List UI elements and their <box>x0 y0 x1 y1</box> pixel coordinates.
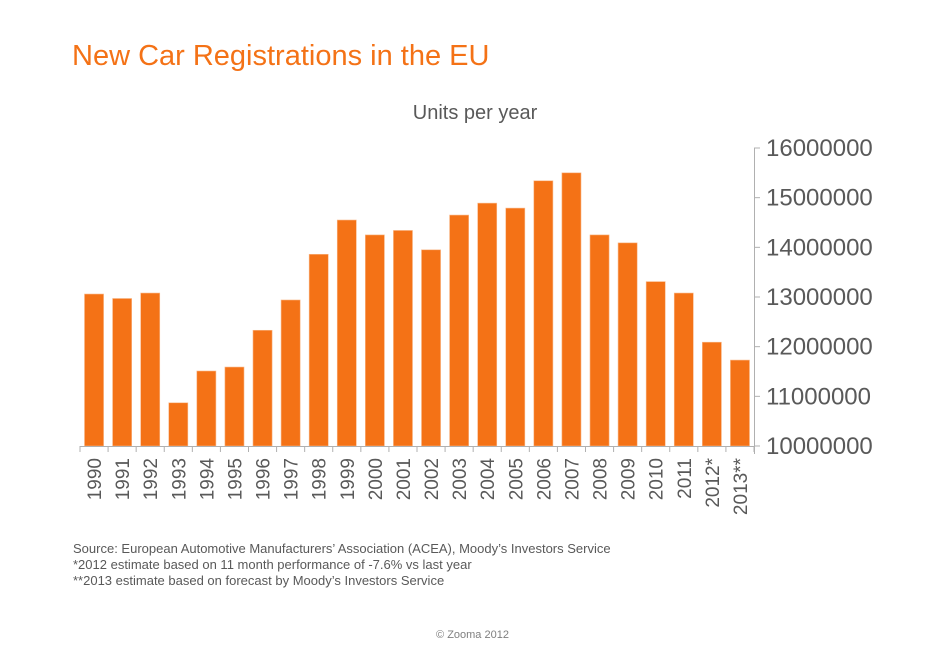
copyright: © Zooma 2012 <box>436 629 509 641</box>
x-tick-label: 2004 <box>478 458 499 501</box>
x-tick-label: 2007 <box>562 458 583 500</box>
x-tick-label: 1996 <box>254 458 275 500</box>
x-tick-label: 2006 <box>534 458 555 500</box>
x-tick-label: 1993 <box>169 458 190 500</box>
y-tick-label: 13000000 <box>766 284 873 311</box>
bar-1999 <box>336 219 357 447</box>
x-tick-label: 1997 <box>282 458 303 500</box>
y-axis: 10000000 11000000 12000000 13000000 14000000… <box>754 135 873 460</box>
bar-2005 <box>505 207 526 447</box>
chart-subtitle: Units per year <box>412 102 538 124</box>
y-tick-label: 14000000 <box>766 234 873 261</box>
x-tick-label: 1995 <box>225 458 246 500</box>
x-tick-label: 2013** <box>731 457 752 515</box>
x-axis: 1990 1991 1992 1993 1994 1995 1996 1997 1998 1999… <box>79 446 755 515</box>
x-tick-label: 1991 <box>113 458 134 500</box>
x-tick-label: 1992 <box>141 458 162 500</box>
y-tick-label: 16000000 <box>766 135 873 162</box>
bars-group <box>84 172 750 447</box>
bar-1997 <box>280 299 301 447</box>
x-tick-label: 1994 <box>197 458 218 501</box>
x-tick-label: 1990 <box>85 458 106 500</box>
bar-2009 <box>617 242 638 447</box>
bar-2012 <box>702 341 722 447</box>
x-tick-label: 2009 <box>619 458 640 500</box>
x-tick-label: 2003 <box>450 458 471 500</box>
bar-1998 <box>308 253 329 447</box>
y-tick-label: 15000000 <box>766 185 873 212</box>
footnote-2013: **2013 estimate based on forecast by Moo… <box>73 573 445 588</box>
bar-2006 <box>533 180 554 447</box>
bar-2008 <box>589 234 610 447</box>
x-tick-label: 2000 <box>366 458 387 500</box>
bar-1994 <box>196 370 217 447</box>
bar-2004 <box>477 202 498 447</box>
bar-1993 <box>168 402 189 447</box>
bar-2013 <box>730 359 750 447</box>
bar-2000 <box>365 234 385 447</box>
bar-2007 <box>561 172 582 447</box>
x-tick-label: 2001 <box>394 458 415 500</box>
bar-1992 <box>140 292 161 447</box>
x-tick-label: 2011 <box>675 458 696 499</box>
bar-1990 <box>84 293 104 447</box>
bar-1991 <box>112 298 132 447</box>
chart-title: New Car Registrations in the EU <box>72 40 490 72</box>
x-tick-label: 2005 <box>506 458 527 500</box>
bar-1995 <box>224 366 245 447</box>
x-tick-label: 1999 <box>338 458 359 500</box>
bar-2011 <box>673 292 694 447</box>
footnote-2012: *2012 estimate based on 11 month perform… <box>73 557 472 572</box>
y-tick-label: 12000000 <box>766 334 873 361</box>
bar-1996 <box>252 329 273 447</box>
x-tick-label: 2002 <box>422 458 443 500</box>
x-tick-label: 2010 <box>647 458 668 500</box>
source-note: Source: European Automotive Manufacturer… <box>73 541 611 556</box>
y-tick-label: 10000000 <box>766 433 873 460</box>
bar-2002 <box>421 249 441 447</box>
footnotes: Source: European Automotive Manufacturer… <box>73 541 611 589</box>
x-tick-label: 1998 <box>310 458 331 500</box>
bar-2010 <box>645 281 666 447</box>
x-tick-label: 2008 <box>591 458 612 500</box>
bar-2003 <box>449 214 469 447</box>
bar-2001 <box>393 230 413 447</box>
y-tick-label: 11000000 <box>766 383 871 410</box>
x-tick-label: 2012* <box>703 457 724 507</box>
